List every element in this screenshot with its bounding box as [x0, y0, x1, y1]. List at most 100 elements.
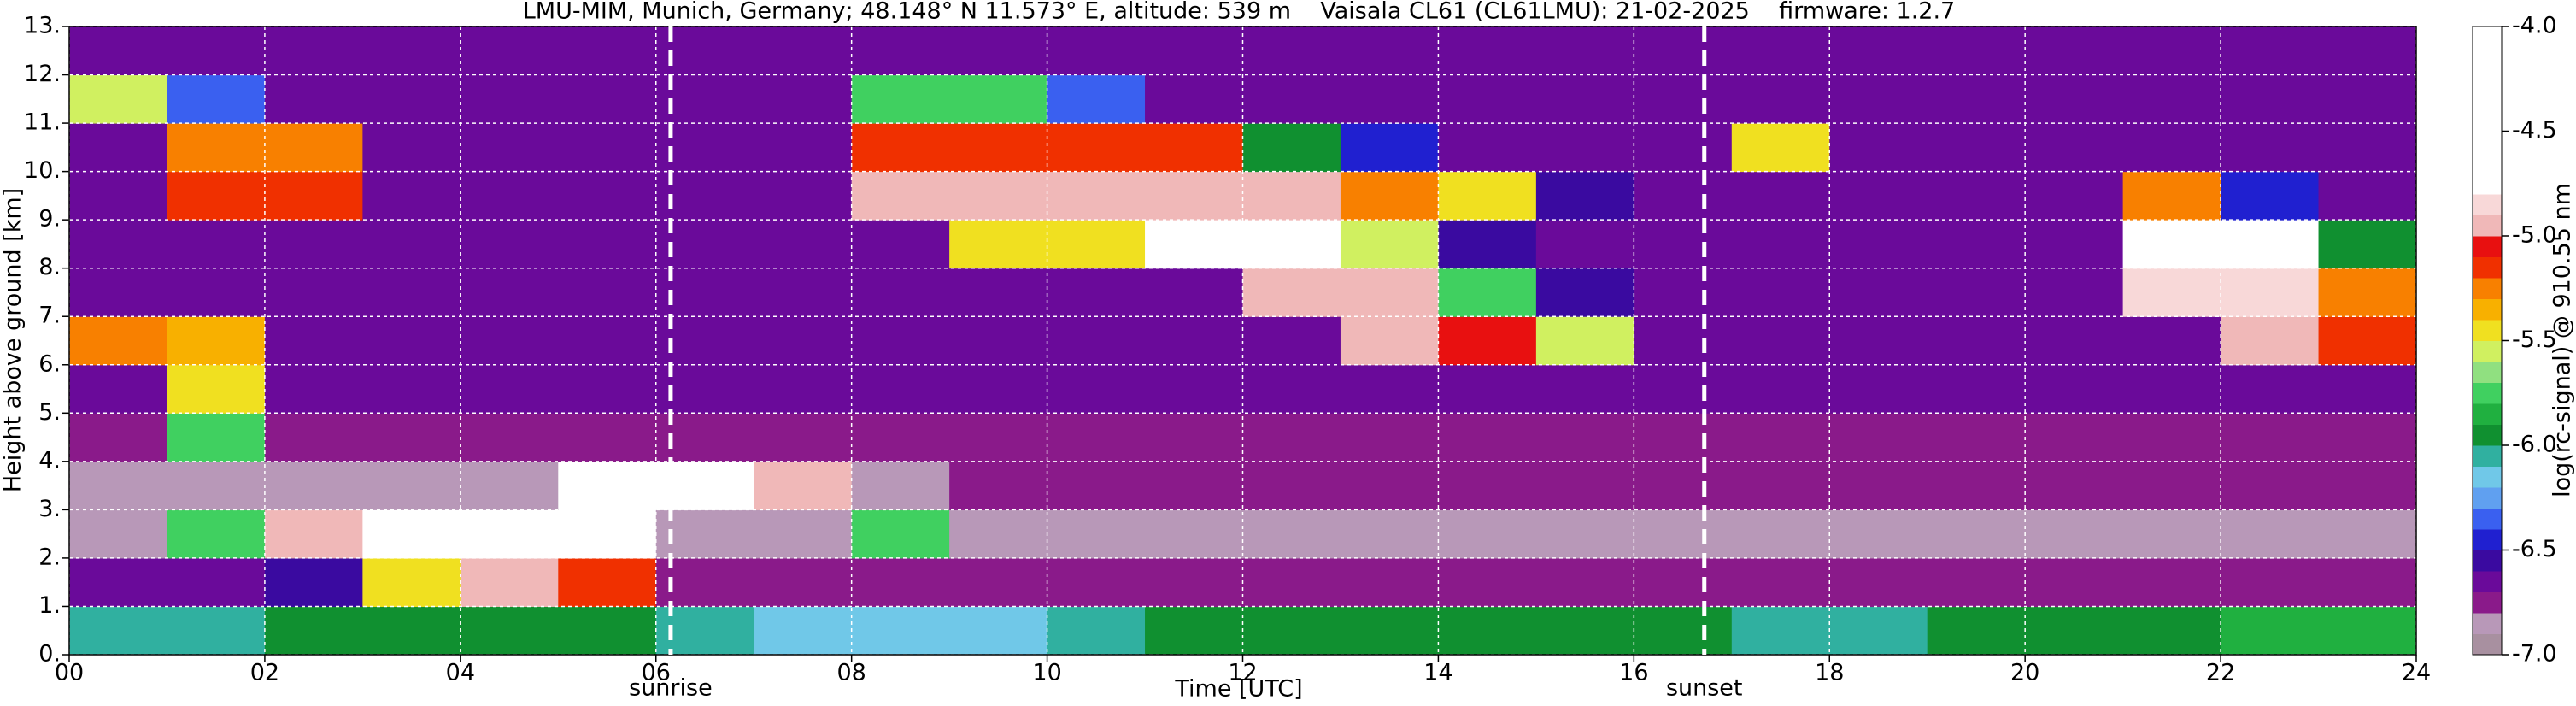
heat-cell — [1634, 26, 1733, 76]
heat-cell — [1927, 557, 2026, 607]
colorbar-swatch — [2473, 68, 2502, 90]
heat-cell — [1438, 74, 1537, 124]
y-tick-label: 12. — [24, 61, 61, 87]
heat-cell — [949, 171, 1048, 221]
heat-cell — [754, 268, 853, 317]
heat-cell — [1829, 461, 1928, 510]
heat-cell — [558, 74, 657, 124]
heat-cell — [69, 316, 167, 366]
heat-cell — [264, 268, 363, 317]
heat-cell — [1047, 413, 1146, 462]
heat-cell — [1340, 220, 1439, 269]
heat-cell — [2122, 461, 2221, 510]
x-tick-label: 02 — [250, 660, 279, 686]
heat-cell — [1535, 220, 1634, 269]
heat-cell — [1829, 268, 1928, 317]
heat-cell — [2221, 26, 2320, 76]
colorbar-swatch — [2473, 278, 2502, 299]
heat-cell — [1145, 74, 1243, 124]
heat-cell — [2025, 171, 2124, 221]
y-tick-label: 7. — [38, 303, 61, 329]
heat-cell — [1047, 220, 1146, 269]
heat-cell — [460, 74, 559, 124]
colorbar-swatch — [2473, 445, 2502, 467]
heat-cell — [2122, 316, 2221, 366]
heat-cell — [1438, 461, 1537, 510]
colorbar-swatch — [2473, 591, 2502, 614]
heat-cell — [1242, 171, 1341, 221]
heat-cell — [558, 26, 657, 76]
heat-cell — [2025, 26, 2124, 76]
heat-cell — [1047, 509, 1146, 559]
y-tick-label: 11. — [24, 109, 61, 136]
heat-cell — [2318, 74, 2417, 124]
colorbar-swatch — [2473, 89, 2502, 111]
y-tick-label: 13. — [24, 13, 61, 39]
heat-cell — [1242, 509, 1341, 559]
heat-cell — [1927, 461, 2026, 510]
colorbar-tick-label: -5.0 — [2512, 222, 2557, 249]
heat-cell — [1829, 220, 1928, 269]
heat-cell — [1047, 171, 1146, 221]
y-tick-label: 8. — [38, 254, 61, 280]
colorbar-swatch — [2473, 550, 2502, 572]
heat-cell — [2025, 413, 2124, 462]
heat-cell — [2318, 171, 2417, 221]
heat-cell — [1145, 606, 1243, 656]
heat-cell — [460, 364, 559, 414]
heat-cell — [2221, 557, 2320, 607]
heat-cell — [2025, 74, 2124, 124]
heat-cell — [362, 364, 461, 414]
heat-cell — [1340, 316, 1439, 366]
heat-cell — [558, 364, 657, 414]
heat-cell — [1340, 413, 1439, 462]
heat-cell — [2025, 557, 2124, 607]
heat-cell — [2025, 461, 2124, 510]
heat-cell — [1242, 268, 1341, 317]
heat-cell — [460, 461, 559, 510]
heat-cell — [1438, 413, 1537, 462]
heat-cell — [2221, 461, 2320, 510]
heat-cell — [2122, 74, 2221, 124]
heat-cell — [264, 123, 363, 173]
heat-cell — [2318, 316, 2417, 366]
y-tick-label: 3. — [38, 496, 61, 522]
heat-cell — [362, 413, 461, 462]
heat-cell — [754, 26, 853, 76]
heat-cell — [2318, 509, 2417, 559]
heat-cell — [1145, 220, 1243, 269]
colorbar-swatch — [2473, 131, 2502, 153]
heat-cell — [851, 268, 950, 317]
heat-cell — [1340, 123, 1439, 173]
heat-cell — [1927, 606, 2026, 656]
heat-cell — [1535, 171, 1634, 221]
heat-cell — [949, 268, 1048, 317]
heat-cell — [2318, 268, 2417, 317]
heat-cell — [362, 316, 461, 366]
heat-cell — [558, 171, 657, 221]
heat-cell — [460, 268, 559, 317]
heat-cell — [1634, 123, 1733, 173]
heat-cell — [1535, 364, 1634, 414]
heat-cell — [1047, 268, 1146, 317]
heat-cell — [1242, 316, 1341, 366]
heat-cell — [1731, 26, 1830, 76]
heat-cell — [851, 316, 950, 366]
x-tick-label: 08 — [836, 660, 866, 686]
heat-cell — [558, 268, 657, 317]
colorbar-swatch — [2473, 256, 2502, 279]
heat-cell — [851, 123, 950, 173]
heat-cell — [2122, 413, 2221, 462]
heat-cell — [362, 268, 461, 317]
annotation-label: sunrise — [629, 675, 713, 702]
heat-cell — [558, 316, 657, 366]
colorbar-tick-label: -5.5 — [2512, 327, 2557, 353]
x-tick-label: 12 — [1228, 660, 1257, 686]
heat-cell — [1927, 123, 2026, 173]
heat-cell — [1535, 461, 1634, 510]
y-tick-label: 10. — [24, 157, 61, 184]
heat-cell — [1634, 316, 1733, 366]
y-tick-label: 9. — [38, 206, 61, 232]
y-tick-label: 5. — [38, 399, 61, 426]
